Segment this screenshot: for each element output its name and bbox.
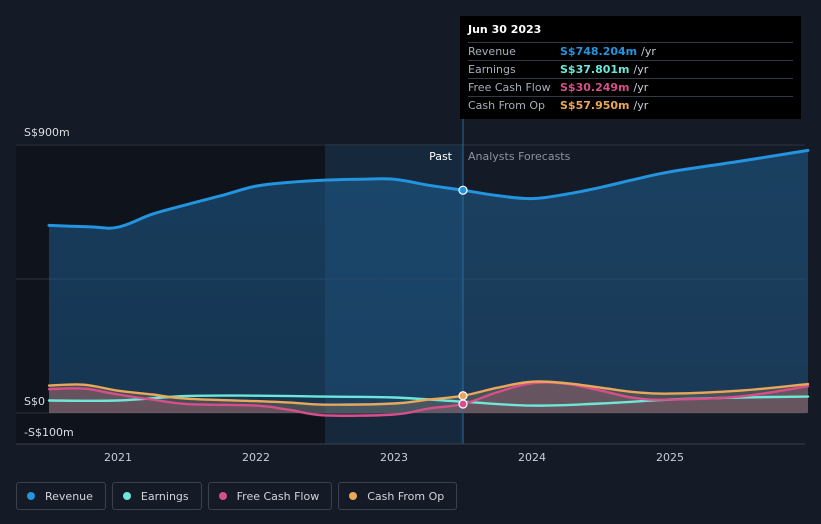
tooltip-label: Free Cash Flow bbox=[468, 81, 551, 94]
x-tick-label: 2025 bbox=[656, 451, 684, 464]
x-tick-label: 2024 bbox=[518, 451, 546, 464]
tooltip-unit: /yr bbox=[633, 63, 649, 76]
y-axis-label: S$0 bbox=[24, 395, 45, 408]
tooltip-label: Cash From Op bbox=[468, 99, 546, 112]
legend-item-earnings[interactable]: Earnings bbox=[111, 482, 202, 510]
past-label: Past bbox=[429, 150, 453, 163]
free-cash-flow-area bbox=[49, 382, 808, 416]
tooltip-unit: /yr bbox=[633, 81, 649, 94]
forecast-label: Analysts Forecasts bbox=[468, 150, 571, 163]
legend-item-cash-from-op[interactable]: Cash From Op bbox=[338, 482, 458, 510]
tooltip-unit: /yr bbox=[633, 99, 649, 112]
tooltip: Jun 30 2023 Revenue S$748.204m /yr Earni… bbox=[460, 16, 801, 119]
tooltip-label: Earnings bbox=[468, 63, 516, 76]
revenue-line bbox=[47, 148, 810, 230]
free-cash-flow-dot-icon bbox=[218, 492, 227, 500]
legend-label: Cash From Op bbox=[367, 489, 445, 503]
revenue-marker bbox=[458, 185, 468, 195]
tooltip-value: S$748.204m bbox=[560, 45, 638, 58]
cash-from-op-dot-icon bbox=[349, 492, 358, 500]
earnings-dot-icon bbox=[122, 492, 131, 500]
revenue-dot-icon bbox=[27, 492, 35, 500]
x-tick-label: 2022 bbox=[242, 451, 270, 464]
y-axis-label: -S$100m bbox=[24, 426, 74, 439]
cash-from-op-marker bbox=[458, 391, 468, 401]
legend-label: Revenue bbox=[45, 489, 93, 503]
tooltip-row-cash-from-op: Cash From Op S$57.950m /yr bbox=[468, 96, 793, 114]
x-tick-label: 2021 bbox=[104, 451, 132, 464]
x-tick-label: 2023 bbox=[380, 451, 408, 464]
tooltip-row-revenue: Revenue S$748.204m /yr bbox=[468, 42, 793, 60]
legend-label: Free Cash Flow bbox=[236, 489, 320, 503]
revenue-area bbox=[49, 150, 808, 413]
tooltip-row-free-cash-flow: Free Cash Flow S$30.249m /yr bbox=[468, 78, 793, 96]
legend-item-revenue[interactable]: Revenue bbox=[16, 482, 106, 510]
tooltip-unit: /yr bbox=[641, 45, 656, 58]
tooltip-value: S$37.801m bbox=[560, 63, 630, 76]
tooltip-label: Revenue bbox=[468, 45, 516, 58]
tooltip-value: S$30.249m bbox=[560, 81, 630, 94]
tooltip-value: S$57.950m bbox=[560, 99, 630, 112]
legend-label: Earnings bbox=[140, 489, 189, 503]
free-cash-flow-marker bbox=[458, 399, 468, 409]
legend-item-free-cash-flow[interactable]: Free Cash Flow bbox=[207, 482, 333, 510]
y-axis-label: S$900m bbox=[24, 126, 70, 139]
free-cash-flow-line bbox=[47, 381, 810, 417]
cash-from-op-line bbox=[47, 380, 810, 406]
tooltip-row-earnings: Earnings S$37.801m /yr bbox=[468, 60, 793, 78]
chart-legend: Revenue Earnings Free Cash Flow Cash Fro… bbox=[16, 482, 458, 510]
tooltip-date: Jun 30 2023 bbox=[468, 23, 542, 36]
